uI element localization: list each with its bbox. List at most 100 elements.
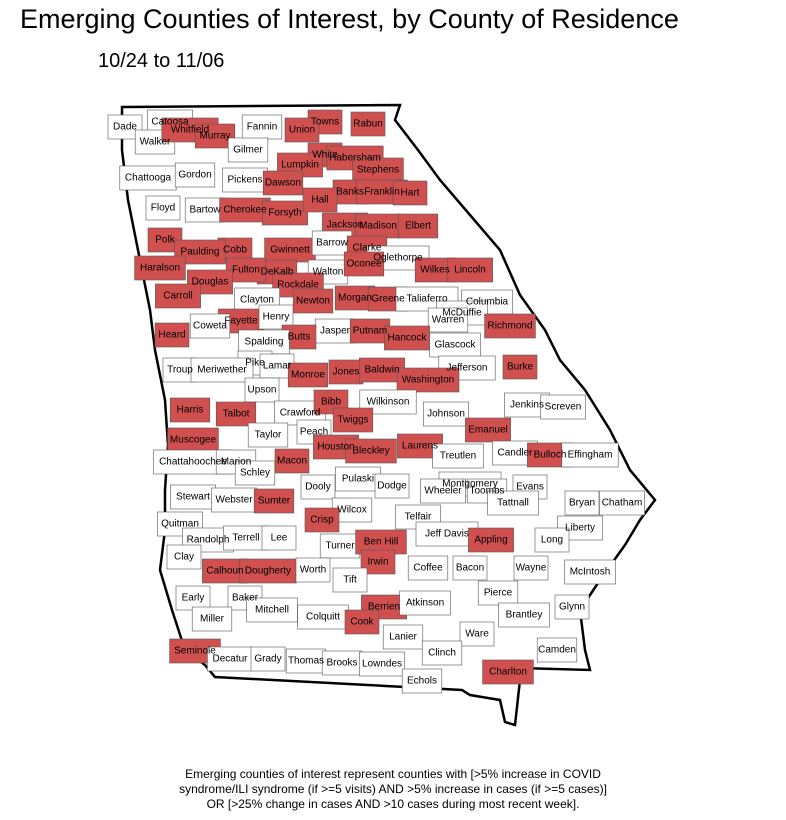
county-label: Jenkins xyxy=(510,400,544,411)
county xyxy=(447,257,493,283)
county-label: Colquitt xyxy=(306,612,340,623)
county-label: Carroll xyxy=(163,291,192,302)
county-label: Berrien xyxy=(368,602,400,613)
county-label: Whitfield xyxy=(171,125,209,136)
county-label: Miller xyxy=(200,614,225,625)
county-label: Rockdale xyxy=(277,280,319,291)
county xyxy=(241,114,283,140)
county xyxy=(215,401,257,427)
county xyxy=(238,329,290,355)
county-label: White xyxy=(312,150,338,161)
county-label: Decatur xyxy=(212,654,248,665)
county-label: Twiggs xyxy=(337,415,368,426)
county-label: Sumter xyxy=(258,496,291,507)
county xyxy=(319,533,361,559)
county-label: Oglethorpe xyxy=(373,253,423,264)
county-label: Glascock xyxy=(434,340,476,351)
county-label: McIntosh xyxy=(570,567,611,578)
county xyxy=(264,237,316,263)
county xyxy=(498,602,550,628)
county xyxy=(599,490,645,516)
county-label: Warren xyxy=(432,315,464,326)
county-label: Brantley xyxy=(506,610,543,621)
county-label: Chattooga xyxy=(125,173,172,184)
county-label: Tattnall xyxy=(497,498,529,509)
county xyxy=(328,359,364,385)
county-label: Fulton xyxy=(232,265,260,276)
county xyxy=(223,525,269,551)
county-label: Richmond xyxy=(487,321,532,332)
county-label: Pickens xyxy=(227,175,262,186)
county-label: Gwinnett xyxy=(270,245,310,256)
county-label: Dougherty xyxy=(245,566,291,577)
county xyxy=(332,407,374,433)
county-label: Mitchell xyxy=(255,605,289,616)
county-label: Ware xyxy=(465,629,489,640)
county-label: Paulding xyxy=(181,247,220,258)
county-label: Murray xyxy=(199,131,230,142)
county xyxy=(421,640,463,666)
county-label: Union xyxy=(289,125,315,136)
county-label: Stewart xyxy=(176,492,210,503)
county-label: Catoosa xyxy=(151,117,189,128)
county-label: Greene xyxy=(371,294,405,305)
county-label: Chattahoochee xyxy=(159,457,227,468)
county-label: Clayton xyxy=(240,295,274,306)
footnote-line: Emerging counties of interest represent … xyxy=(185,767,601,781)
county xyxy=(459,621,495,647)
county-label: Jones xyxy=(333,367,360,378)
county-label: Tift xyxy=(343,575,357,586)
county-label: Evans xyxy=(516,482,544,493)
county-label: Worth xyxy=(300,565,327,576)
county xyxy=(227,137,269,163)
county-label: Charlton xyxy=(489,667,527,678)
county xyxy=(345,438,397,464)
county xyxy=(359,651,405,677)
county-label: Haralson xyxy=(140,263,180,274)
county-label: Candler xyxy=(497,448,533,459)
county-label: Troup xyxy=(167,365,193,376)
county xyxy=(502,354,538,380)
county-label: Randolph xyxy=(187,535,230,546)
county-label: Banks xyxy=(336,187,364,198)
county xyxy=(184,197,226,223)
county-label: Jackson xyxy=(327,220,364,231)
county-label: Jeff Davis xyxy=(425,529,469,540)
county xyxy=(304,507,340,533)
county xyxy=(564,559,616,585)
county-label: Madison xyxy=(359,221,397,232)
county xyxy=(189,313,231,339)
county xyxy=(154,322,190,348)
county-label: Irwin xyxy=(367,557,388,568)
county-label: DeKalb xyxy=(261,267,294,278)
county-label: Ben Hill xyxy=(364,537,398,548)
county-label: Henry xyxy=(263,312,290,323)
county xyxy=(244,377,280,403)
county xyxy=(261,525,297,551)
county-label: Jasper xyxy=(320,326,351,337)
county-label: Fayette xyxy=(224,316,258,327)
footnote-line: syndrome/ILI syndrome (if >=5 visits) AN… xyxy=(179,782,607,796)
county xyxy=(484,313,536,339)
title: Emerging Counties of Interest, by County… xyxy=(20,4,679,34)
county xyxy=(561,442,619,468)
county-label: Cook xyxy=(350,617,374,628)
county xyxy=(420,478,466,504)
county-label: Bleckley xyxy=(352,446,389,457)
county xyxy=(222,167,268,193)
county-label: Laurens xyxy=(402,441,438,452)
subtitle: 10/24 to 11/06 xyxy=(98,50,225,72)
county xyxy=(253,488,295,514)
county-label: Burke xyxy=(507,362,534,373)
county-label: Clinch xyxy=(428,648,456,659)
county-label: Oconee xyxy=(346,259,381,270)
county-label: Chatham xyxy=(602,498,643,509)
county-label: Crisp xyxy=(310,515,334,526)
county-label: Bryan xyxy=(569,498,595,509)
county-label: McDuffie xyxy=(442,308,482,319)
county xyxy=(174,162,216,188)
county-label: Baker xyxy=(232,593,259,604)
county xyxy=(477,580,519,606)
county-label: Quitman xyxy=(161,519,199,530)
